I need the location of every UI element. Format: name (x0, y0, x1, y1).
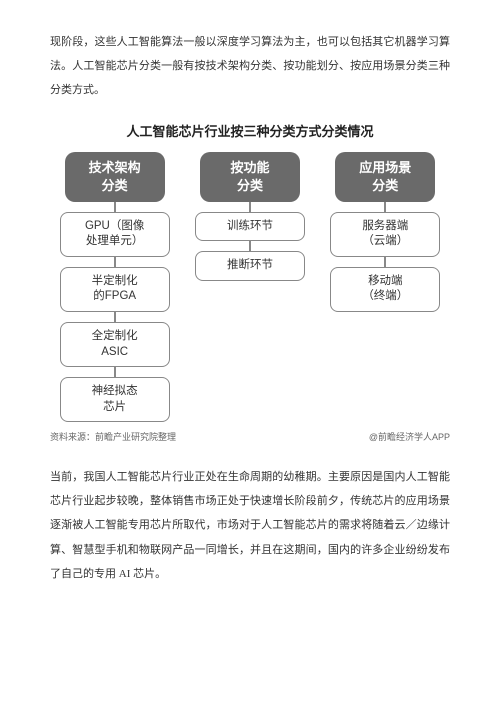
item-box: 神经拟态芯片 (60, 377, 170, 422)
item-box: 推断环节 (195, 251, 305, 281)
diagram-column: 技术架构分类 GPU（图像处理单元） 半定制化的FPGA 全定制化ASIC 神经拟态芯片 (50, 152, 179, 423)
connector-line (114, 312, 116, 322)
item-box: 训练环节 (195, 212, 305, 242)
classification-diagram: 技术架构分类 GPU（图像处理单元） 半定制化的FPGA 全定制化ASIC 神经拟态芯片… (50, 152, 450, 423)
body-paragraph: 当前，我国人工智能芯片行业正处在生命周期的幼稚期。主要原因是国内人工智能芯片行业… (50, 465, 450, 586)
source-left: 资料来源：前瞻产业研究院整理 (50, 430, 176, 443)
connector-line (384, 202, 386, 212)
column-header: 应用场景分类 (335, 152, 435, 202)
item-box: 服务器端（云端） (330, 212, 440, 257)
source-right: @前瞻经济学人APP (369, 430, 450, 443)
connector-line (249, 202, 251, 212)
item-box: 半定制化的FPGA (60, 267, 170, 312)
connector-line (249, 241, 251, 251)
connector-line (114, 202, 116, 212)
diagram-title: 人工智能芯片行业按三种分类方式分类情况 (50, 121, 450, 140)
diagram-source-row: 资料来源：前瞻产业研究院整理 @前瞻经济学人APP (50, 430, 450, 443)
column-header: 按功能分类 (200, 152, 300, 202)
diagram-column: 应用场景分类服务器端（云端） 移动端（终端） (321, 152, 450, 423)
diagram-column: 按功能分类训练环节推断环节 (185, 152, 314, 423)
connector-line (114, 257, 116, 267)
column-header: 技术架构分类 (65, 152, 165, 202)
item-box: 全定制化ASIC (60, 322, 170, 367)
connector-line (114, 367, 116, 377)
item-box: GPU（图像处理单元） (60, 212, 170, 257)
item-box: 移动端（终端） (330, 267, 440, 312)
connector-line (384, 257, 386, 267)
intro-paragraph: 现阶段，这些人工智能算法一般以深度学习算法为主，也可以包括其它机器学习算法。人工… (50, 30, 450, 103)
